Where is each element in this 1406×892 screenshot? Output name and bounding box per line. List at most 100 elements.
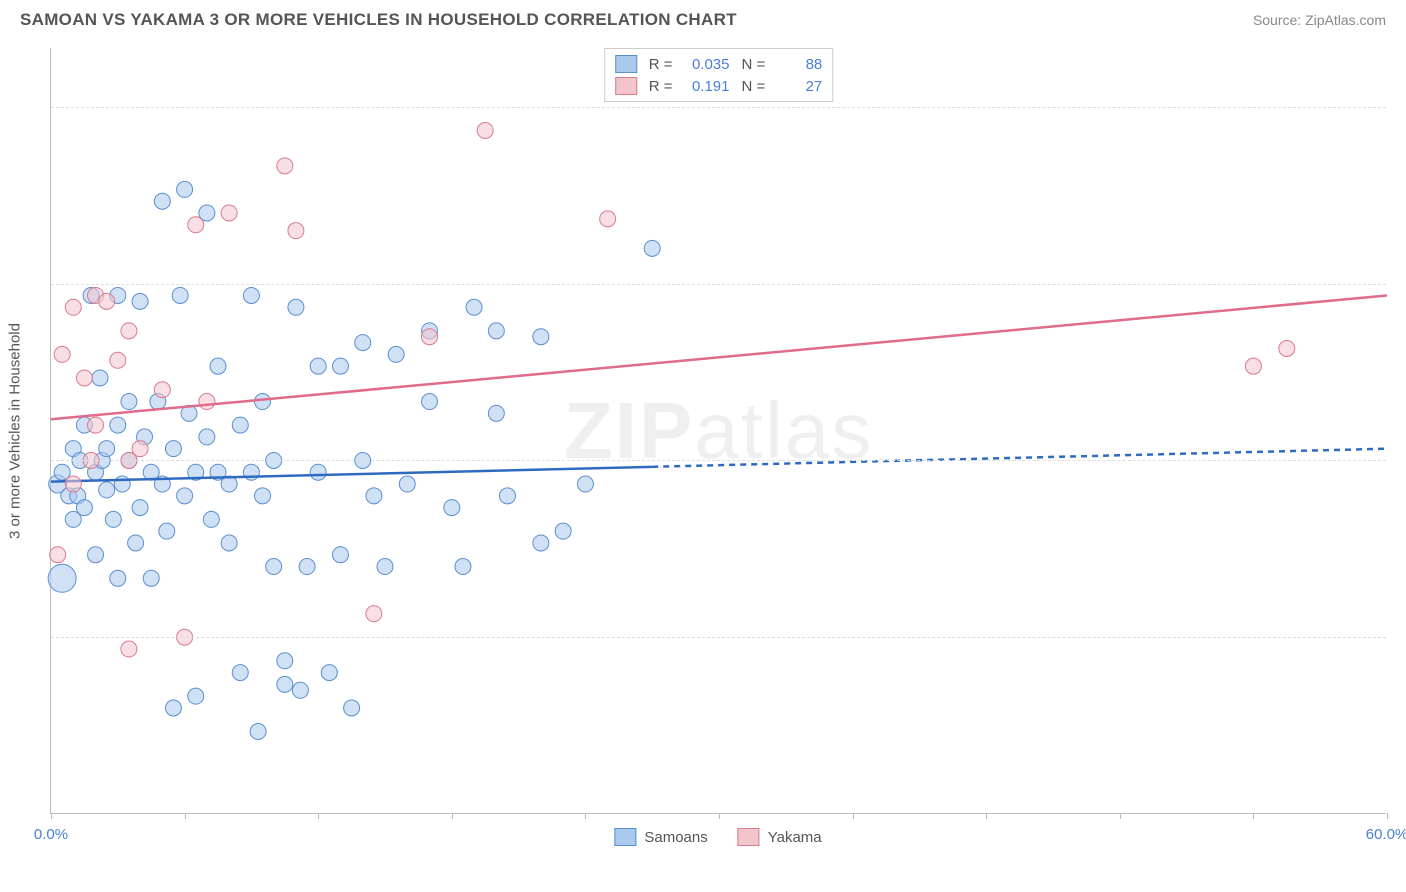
legend-r-value: 0.191 [685,78,730,95]
scatter-point [288,223,304,239]
scatter-point [110,570,126,586]
legend-r-label: R = [649,78,673,95]
x-tick [452,813,453,819]
trend-line [51,467,652,482]
scatter-point [88,547,104,563]
scatter-point [99,482,115,498]
scatter-point [600,211,616,227]
scatter-point [99,441,115,457]
scatter-point [143,570,159,586]
scatter-point [533,535,549,551]
scatter-point [321,665,337,681]
scatter-point [199,429,215,445]
legend-r-label: R = [649,56,673,73]
legend-bottom: Samoans Yakama [614,828,821,846]
scatter-point [159,523,175,539]
scatter-point [172,287,188,303]
scatter-point [377,559,393,575]
scatter-point [76,370,92,386]
scatter-point [154,382,170,398]
scatter-point [277,676,293,692]
scatter-point [165,441,181,457]
scatter-point [232,417,248,433]
scatter-point [255,394,271,410]
scatter-point [1279,341,1295,357]
scatter-point [188,217,204,233]
scatter-point [355,335,371,351]
legend-n-value: 27 [777,78,822,95]
scatter-point [132,441,148,457]
chart-container: 3 or more Vehicles in Household ZIPatlas… [50,48,1386,814]
x-tick [585,813,586,819]
scatter-point [499,488,515,504]
legend-top: R = 0.035 N = 88 R = 0.191 N = 27 [604,48,834,102]
scatter-point [466,299,482,315]
scatter-point [399,476,415,492]
trend-line-dashed [652,449,1387,467]
scatter-point [533,329,549,345]
x-tick [185,813,186,819]
scatter-point [488,323,504,339]
x-tick [719,813,720,819]
scatter-point [255,488,271,504]
scatter-point [455,559,471,575]
scatter-point [277,158,293,174]
scatter-point [422,329,438,345]
scatter-point [154,193,170,209]
scatter-point [121,323,137,339]
scatter-point [366,606,382,622]
legend-n-label: N = [742,56,766,73]
legend-top-row: R = 0.035 N = 88 [615,53,823,75]
scatter-point [99,293,115,309]
scatter-point [250,724,266,740]
plot-area: ZIPatlas 15.0%30.0%45.0%60.0% 0.0%60.0% … [50,48,1386,814]
scatter-point [332,547,348,563]
scatter-point [128,535,144,551]
scatter-point [203,511,219,527]
scatter-point [165,700,181,716]
scatter-point [92,370,108,386]
scatter-point [232,665,248,681]
x-tick [853,813,854,819]
scatter-point [277,653,293,669]
grid-line [51,460,1386,461]
x-tick [51,813,52,819]
legend-bottom-item: Samoans [614,828,707,846]
scatter-point [121,641,137,657]
scatter-point [65,476,81,492]
scatter-point [65,299,81,315]
scatter-point [1245,358,1261,374]
legend-n-value: 88 [777,56,822,73]
scatter-point [577,476,593,492]
scatter-point [388,346,404,362]
legend-swatch [615,55,637,73]
scatter-point [310,464,326,480]
scatter-point [199,394,215,410]
x-tick-label: 0.0% [34,826,68,843]
scatter-point [422,394,438,410]
scatter-point [105,511,121,527]
scatter-point [210,358,226,374]
scatter-point [444,500,460,516]
x-tick [986,813,987,819]
scatter-point [243,287,259,303]
chart-header: SAMOAN VS YAKAMA 3 OR MORE VEHICLES IN H… [0,0,1406,35]
legend-label: Samoans [644,829,707,846]
legend-label: Yakama [768,829,822,846]
scatter-point [488,405,504,421]
x-tick [1387,813,1388,819]
x-tick [318,813,319,819]
scatter-point [132,500,148,516]
x-tick [1120,813,1121,819]
grid-line [51,637,1386,638]
scatter-point [177,488,193,504]
scatter-point [332,358,348,374]
grid-line [51,284,1386,285]
plot-svg [51,48,1386,813]
scatter-point [288,299,304,315]
scatter-point [54,346,70,362]
scatter-point [188,688,204,704]
chart-title: SAMOAN VS YAKAMA 3 OR MORE VEHICLES IN H… [20,10,737,30]
scatter-point [50,547,66,563]
legend-r-value: 0.035 [685,56,730,73]
